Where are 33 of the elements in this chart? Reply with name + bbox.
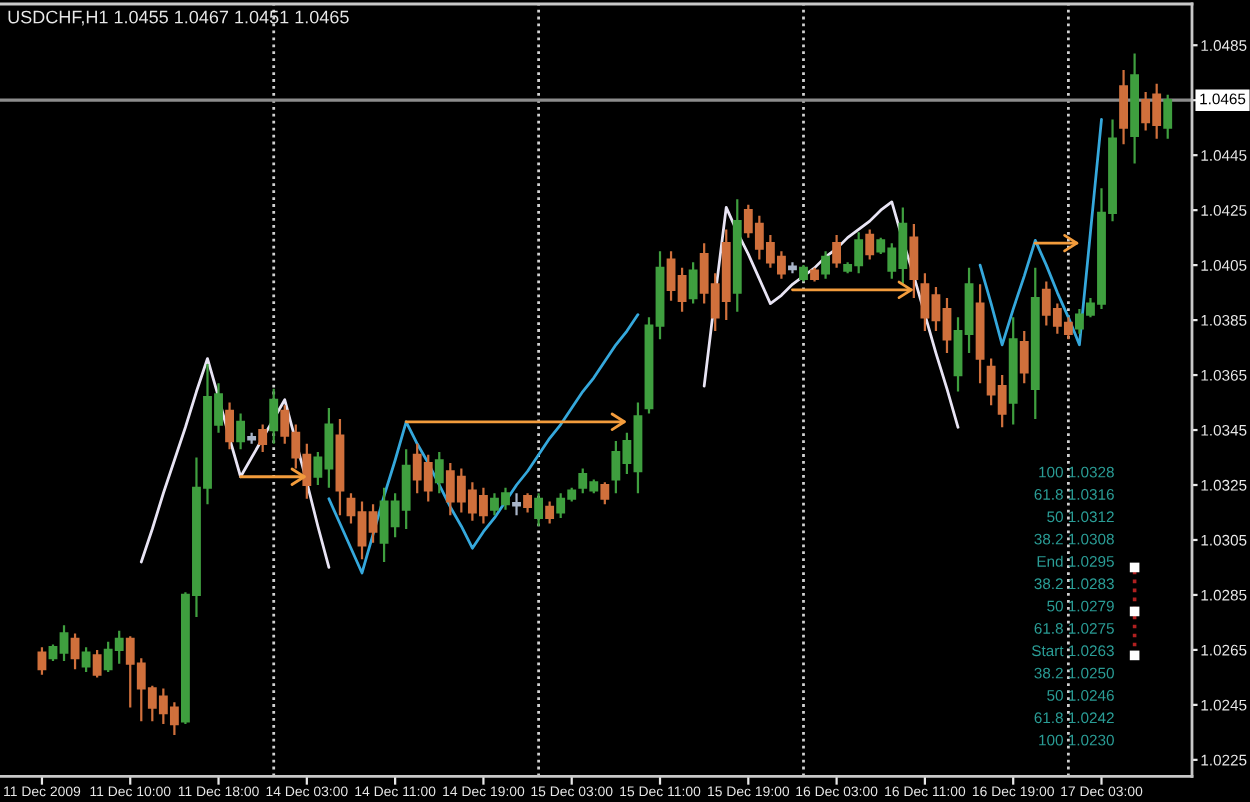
candlestick — [909, 222, 919, 300]
candlestick — [975, 283, 985, 385]
candlestick — [732, 198, 742, 313]
candlestick — [865, 228, 875, 261]
candlestick — [788, 261, 797, 275]
candlestick — [600, 481, 610, 506]
candlestick — [545, 500, 555, 525]
candlestick — [832, 233, 842, 269]
line-series — [978, 118, 1103, 347]
candlestick — [247, 431, 257, 445]
candlestick — [512, 492, 521, 517]
candlestick — [236, 412, 246, 451]
candlestick — [810, 266, 819, 283]
candlestick — [799, 264, 808, 283]
candlestick — [434, 450, 444, 495]
candlestick — [1163, 93, 1173, 140]
candlestick — [821, 250, 830, 280]
candlestick — [523, 492, 532, 514]
candlestick — [1130, 52, 1140, 165]
line-series — [327, 313, 640, 575]
candlestick — [1030, 266, 1040, 421]
candlestick — [1119, 68, 1128, 146]
candlestick — [81, 646, 91, 673]
candlestick — [1008, 316, 1018, 426]
candlestick — [688, 261, 698, 305]
line-series — [139, 357, 331, 569]
candlestick — [1019, 329, 1029, 385]
candlestick — [534, 492, 544, 528]
candlestick — [269, 387, 279, 445]
candlestick — [92, 648, 102, 679]
chart-title: USDCHF,H1 1.0455 1.0467 1.0451 1.0465 — [8, 10, 349, 26]
candlestick — [225, 401, 234, 451]
candlestick — [258, 423, 268, 454]
